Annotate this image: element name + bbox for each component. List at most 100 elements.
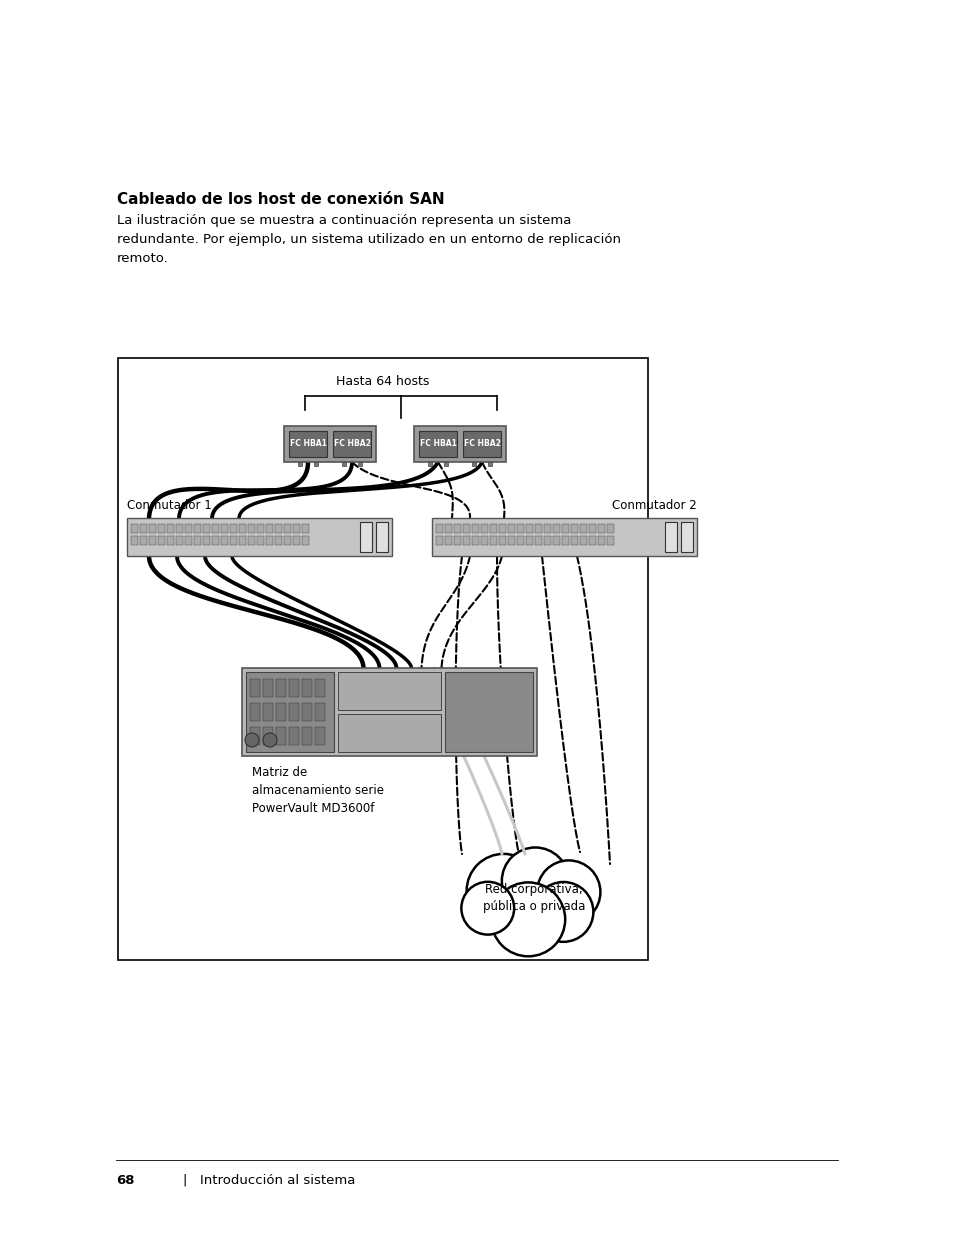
- Bar: [436, 536, 442, 545]
- Bar: [553, 536, 559, 545]
- Bar: [158, 536, 165, 545]
- Text: Matriz de
almacenamiento serie
PowerVault MD3600f: Matriz de almacenamiento serie PowerVaul…: [252, 766, 384, 815]
- Bar: [472, 524, 478, 534]
- Bar: [664, 522, 677, 552]
- Text: La ilustración que se muestra a continuación representa un sistema
redundante. P: La ilustración que se muestra a continua…: [117, 214, 620, 266]
- Bar: [246, 672, 334, 752]
- Bar: [375, 522, 388, 552]
- Bar: [443, 462, 447, 466]
- Bar: [342, 462, 346, 466]
- Bar: [525, 524, 533, 534]
- Bar: [490, 536, 497, 545]
- Bar: [293, 524, 299, 534]
- Text: Red corporativa,
pública o privada: Red corporativa, pública o privada: [482, 883, 584, 913]
- Bar: [266, 524, 273, 534]
- Text: FC HBA2: FC HBA2: [334, 440, 370, 448]
- Bar: [239, 524, 246, 534]
- Bar: [606, 536, 614, 545]
- Bar: [680, 522, 692, 552]
- Bar: [517, 524, 523, 534]
- Text: FC HBA2: FC HBA2: [463, 440, 500, 448]
- Bar: [337, 672, 440, 710]
- Text: |: |: [182, 1174, 186, 1187]
- Bar: [118, 358, 647, 960]
- Bar: [275, 727, 286, 745]
- Bar: [250, 727, 260, 745]
- Bar: [175, 524, 183, 534]
- Circle shape: [501, 847, 568, 914]
- Text: Conmutador 1: Conmutador 1: [127, 499, 212, 513]
- Circle shape: [263, 734, 276, 747]
- Bar: [561, 524, 568, 534]
- Bar: [454, 536, 460, 545]
- Bar: [454, 524, 460, 534]
- Bar: [428, 462, 432, 466]
- Bar: [517, 536, 523, 545]
- Bar: [185, 524, 192, 534]
- Bar: [242, 668, 537, 756]
- Bar: [302, 703, 312, 721]
- Bar: [535, 536, 541, 545]
- Bar: [314, 462, 317, 466]
- Bar: [472, 462, 476, 466]
- Bar: [302, 679, 312, 697]
- Bar: [140, 536, 147, 545]
- Bar: [561, 536, 568, 545]
- Bar: [314, 679, 325, 697]
- Bar: [131, 536, 138, 545]
- Bar: [284, 536, 291, 545]
- Bar: [230, 524, 236, 534]
- Text: Hasta 64 hosts: Hasta 64 hosts: [336, 375, 429, 388]
- Bar: [333, 431, 371, 457]
- Bar: [507, 536, 515, 545]
- Bar: [436, 524, 442, 534]
- Bar: [167, 536, 173, 545]
- Bar: [598, 524, 604, 534]
- Bar: [274, 536, 282, 545]
- Text: FC HBA1: FC HBA1: [290, 440, 326, 448]
- Bar: [579, 524, 586, 534]
- Bar: [535, 524, 541, 534]
- Bar: [127, 517, 392, 556]
- Text: 68: 68: [116, 1174, 134, 1187]
- Circle shape: [461, 882, 514, 935]
- Bar: [498, 536, 505, 545]
- Bar: [432, 517, 697, 556]
- Bar: [490, 524, 497, 534]
- Bar: [314, 727, 325, 745]
- Bar: [418, 431, 456, 457]
- Bar: [507, 524, 515, 534]
- Bar: [298, 462, 302, 466]
- Bar: [588, 524, 596, 534]
- Bar: [480, 524, 488, 534]
- Bar: [498, 524, 505, 534]
- Bar: [263, 703, 273, 721]
- Bar: [203, 524, 210, 534]
- Bar: [284, 426, 375, 462]
- Bar: [472, 536, 478, 545]
- Bar: [314, 703, 325, 721]
- Bar: [571, 536, 578, 545]
- Bar: [337, 714, 440, 752]
- Bar: [275, 703, 286, 721]
- Bar: [553, 524, 559, 534]
- Bar: [193, 524, 201, 534]
- Bar: [289, 679, 298, 697]
- Bar: [487, 462, 491, 466]
- Bar: [606, 524, 614, 534]
- Bar: [444, 672, 533, 752]
- Bar: [248, 536, 254, 545]
- Circle shape: [537, 861, 599, 924]
- Bar: [250, 703, 260, 721]
- Bar: [598, 536, 604, 545]
- Bar: [289, 703, 298, 721]
- Bar: [462, 431, 500, 457]
- Bar: [250, 679, 260, 697]
- Text: Introducción al sistema: Introducción al sistema: [200, 1174, 355, 1187]
- Bar: [274, 524, 282, 534]
- Bar: [293, 536, 299, 545]
- Bar: [175, 536, 183, 545]
- Text: Cableado de los host de conexión SAN: Cableado de los host de conexión SAN: [117, 191, 444, 207]
- Bar: [579, 536, 586, 545]
- Bar: [444, 524, 452, 534]
